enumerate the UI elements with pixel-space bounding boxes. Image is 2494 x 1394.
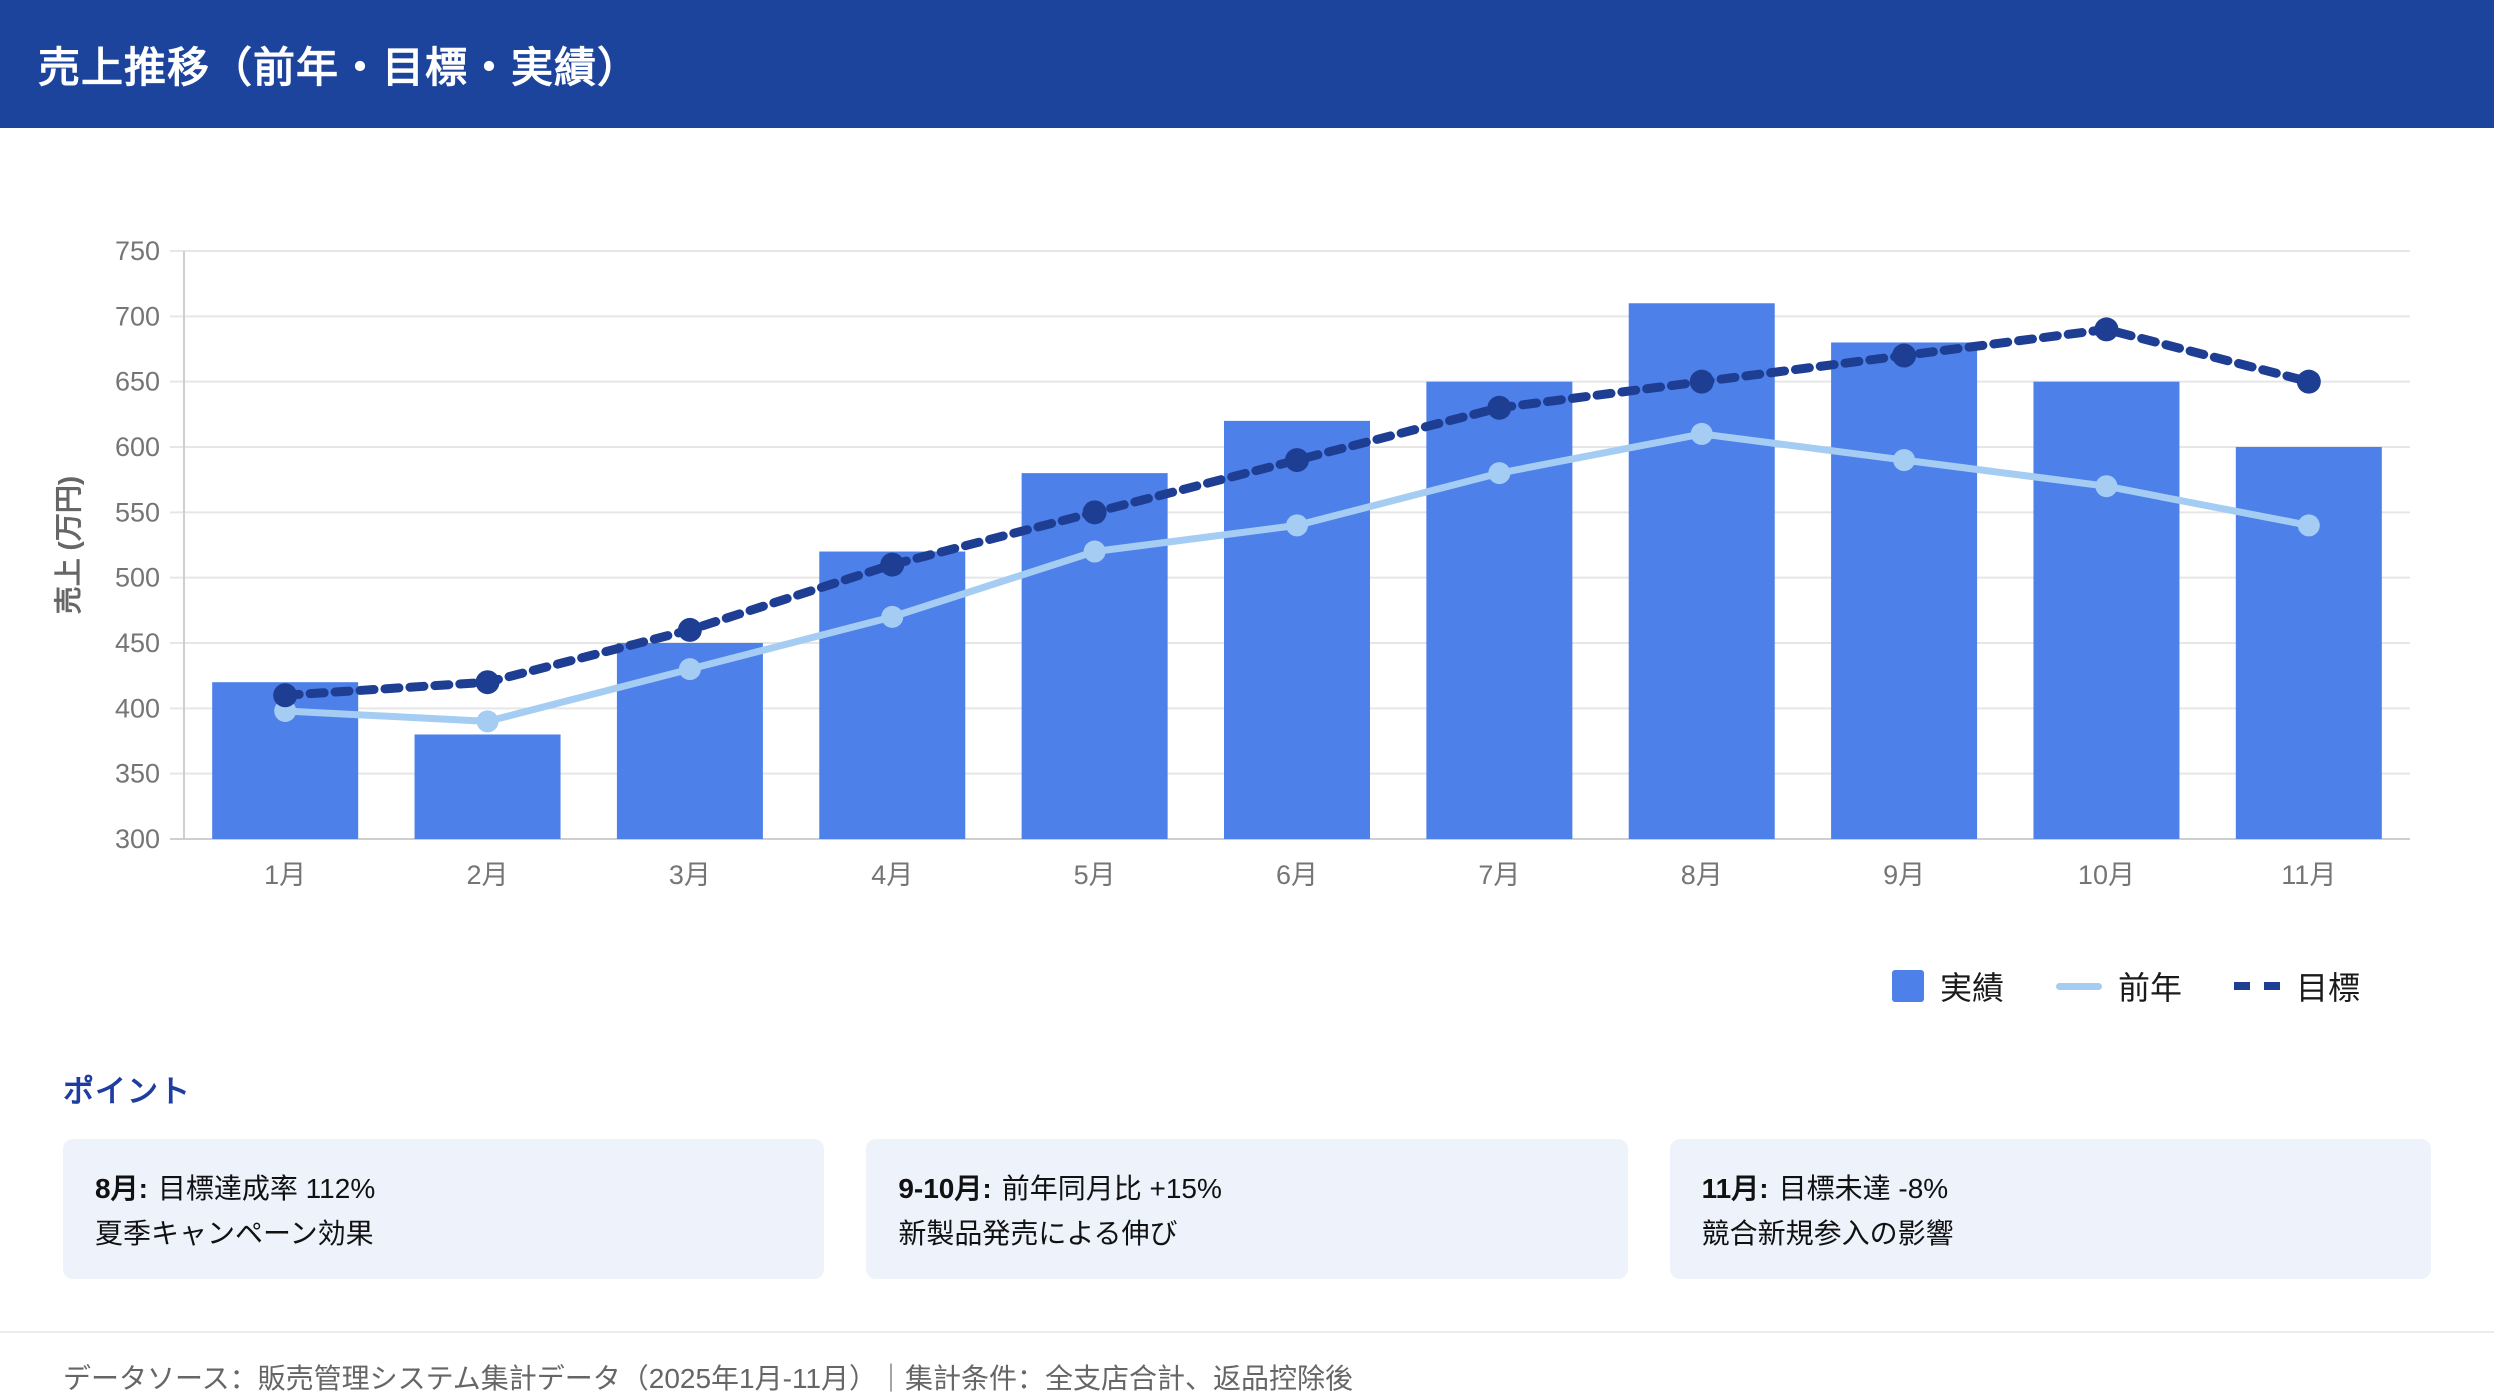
point-card-desc: 競合新規参入の影響: [1701, 1218, 1954, 1249]
svg-text:5月: 5月: [1074, 860, 1116, 890]
point-card-title: 8月: 目標達成率 112%: [95, 1166, 794, 1211]
point-card-title: 9-10月: 前年同月比 +15%: [898, 1166, 1597, 1211]
svg-text:450: 450: [115, 628, 160, 658]
svg-text:600: 600: [115, 432, 160, 462]
svg-text:2月: 2月: [467, 860, 509, 890]
svg-text:550: 550: [115, 497, 160, 527]
point-card-month: 9-10月:: [898, 1173, 992, 1204]
point-card-month: 8月:: [95, 1173, 148, 1204]
svg-text:350: 350: [115, 759, 160, 789]
point-card-sep-oct: 9-10月: 前年同月比 +15% 新製品発売による伸び: [866, 1139, 1628, 1279]
points-heading: ポイント: [63, 1074, 191, 1109]
legend-item-target: 目標: [2233, 963, 2360, 1009]
svg-text:売上 (万円): 売上 (万円): [53, 476, 84, 614]
point-card-desc: 新製品発売による伸び: [898, 1218, 1178, 1249]
point-card-august: 8月: 目標達成率 112% 夏季キャンペーン効果: [63, 1139, 825, 1279]
legend-label-prev-year: 前年: [2117, 970, 2182, 1006]
header-bar: 売上推移（前年・目標・実績）: [0, 0, 2494, 128]
legend-item-prev-year: 前年: [2055, 963, 2182, 1009]
chart-legend: 実績 前年 目標: [1891, 962, 2360, 1010]
svg-text:10月: 10月: [2078, 860, 2135, 890]
footer-bar: データソース：販売管理システム集計データ（2025年1月-11月）｜集計条件：全…: [0, 1331, 2494, 1394]
legend-swatch-actual: [1891, 970, 1924, 1002]
svg-text:400: 400: [115, 693, 160, 723]
svg-text:11月: 11月: [2281, 860, 2336, 890]
legend-label-target: 目標: [2295, 970, 2360, 1006]
legend-label-actual: 実績: [1939, 970, 2004, 1006]
points-section: ポイント 8月: 目標達成率 112% 夏季キャンペーン効果 9-10月: 前年同月…: [63, 1066, 2431, 1279]
legend-swatch-prev-year: [2055, 982, 2102, 990]
svg-text:1月: 1月: [264, 860, 306, 890]
footer-note: データソース：販売管理システム集計データ（2025年1月-11月）｜集計条件：全…: [63, 1363, 1354, 1394]
svg-text:500: 500: [115, 563, 160, 593]
svg-text:8月: 8月: [1681, 860, 1723, 890]
point-card-metric: 前年同月比 +15%: [1001, 1173, 1222, 1204]
svg-text:7月: 7月: [1478, 860, 1520, 890]
points-cards: 8月: 目標達成率 112% 夏季キャンペーン効果 9-10月: 前年同月比 +15…: [63, 1139, 2431, 1279]
point-card-november: 11月: 目標未達 -8% 競合新規参入の影響: [1669, 1139, 2431, 1279]
point-card-month: 11月:: [1701, 1173, 1769, 1204]
point-card-title: 11月: 目標未達 -8%: [1702, 1166, 2401, 1211]
svg-text:9月: 9月: [1883, 860, 1925, 890]
chart-area: 300 350 400 450 500 550 600 650 700 750 1月 2月 3月 4月 5月…: [0, 128, 2494, 898]
page-title: 売上推移（前年・目標・実績）: [38, 43, 641, 91]
svg-text:650: 650: [115, 367, 160, 397]
legend-swatch-target: [2233, 982, 2280, 990]
legend-item-actual: 実績: [1891, 963, 2004, 1009]
svg-text:3月: 3月: [669, 860, 711, 890]
svg-text:6月: 6月: [1276, 860, 1318, 890]
svg-text:4月: 4月: [871, 860, 913, 890]
svg-text:700: 700: [115, 301, 160, 331]
point-card-metric: 目標未達 -8%: [1778, 1173, 1949, 1204]
point-card-desc: 夏季キャンペーン効果: [95, 1218, 374, 1249]
point-card-metric: 目標達成率 112%: [157, 1173, 376, 1204]
sales-chart: 300 350 400 450 500 550 600 650 700 750 1月 2月 3月 4月 5月…: [53, 236, 2410, 890]
svg-text:750: 750: [115, 236, 160, 266]
svg-text:300: 300: [115, 824, 160, 854]
